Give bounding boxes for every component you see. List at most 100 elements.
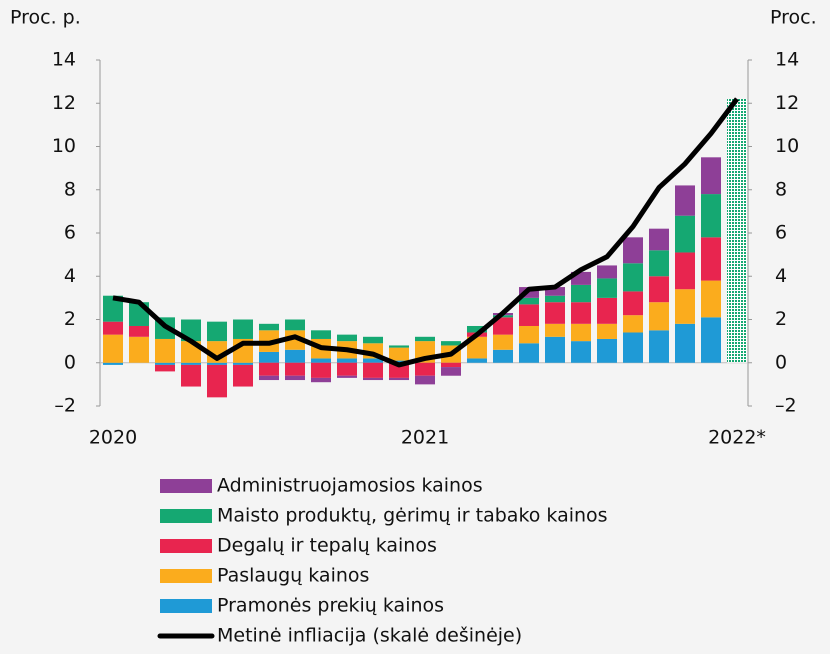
bar-segment — [337, 363, 357, 376]
y-tick-label: 10 — [775, 135, 799, 157]
bar-segment — [649, 229, 669, 251]
legend-swatch — [160, 509, 212, 523]
bar-segment — [103, 335, 123, 363]
legend-label: Paslaugų kainos — [217, 565, 369, 587]
y-tick-label: 12 — [52, 92, 76, 114]
bar-segment — [675, 252, 695, 289]
bar-segment — [675, 289, 695, 324]
bar-segment — [649, 276, 669, 302]
bar-segment — [155, 363, 175, 365]
bar-segment — [129, 337, 149, 363]
bar-segment — [571, 302, 591, 324]
y-axis-label: Proc. p. — [10, 7, 81, 29]
bar-segment — [233, 365, 253, 387]
bar-segment — [701, 237, 721, 280]
bar-segment — [285, 350, 305, 363]
chart: Proc. p. Proc. –202468101214–20246810121… — [0, 0, 830, 654]
bar-segment — [649, 302, 669, 330]
bar-segment — [103, 363, 123, 365]
bar-segment — [363, 378, 383, 380]
bar-segment — [701, 281, 721, 318]
bar-segment — [675, 216, 695, 253]
y-tick-label: 14 — [775, 49, 799, 71]
bar-segment — [181, 363, 201, 365]
bar-segment — [441, 367, 461, 376]
x-tick-label: 2022* — [708, 427, 766, 449]
bar-segment — [597, 278, 617, 297]
bar-segment — [155, 339, 175, 363]
bar-segment — [623, 237, 643, 263]
x-tick-label: 2021 — [401, 427, 449, 449]
bar-segment — [259, 376, 279, 380]
bar-segment — [415, 376, 435, 385]
bar-segment — [337, 376, 357, 378]
bar-segment — [415, 337, 435, 341]
y-tick-label: 2 — [64, 308, 76, 330]
bar-segment — [311, 358, 331, 362]
y-tick-label: 10 — [52, 135, 76, 157]
bar-segment — [675, 185, 695, 215]
y-tick-label: 4 — [775, 265, 787, 287]
bar-segment — [311, 363, 331, 378]
y-tick-label: 6 — [775, 222, 787, 244]
bar-segment — [129, 326, 149, 337]
inflation-line — [113, 99, 737, 365]
bar-segment — [701, 317, 721, 362]
bar-segment — [519, 304, 539, 326]
bar-segment — [441, 363, 461, 367]
bar-segment — [571, 285, 591, 302]
legend-label: Degalų ir tepalų kainos — [217, 535, 437, 557]
bar-segment — [103, 322, 123, 335]
bar-segment — [545, 337, 565, 363]
bar-segment — [597, 324, 617, 339]
legend-label: Pramonės prekių kainos — [217, 595, 444, 617]
bar-segment — [675, 324, 695, 363]
bar-segment — [415, 363, 435, 376]
bar-segment — [337, 358, 357, 362]
legend-swatch — [160, 479, 212, 493]
y-tick-label: 0 — [775, 351, 787, 373]
bar-segment — [181, 365, 201, 387]
bar-segment — [545, 296, 565, 302]
bar-segment — [259, 352, 279, 363]
bar-segment — [467, 358, 487, 362]
y-tick-label: –2 — [775, 395, 797, 417]
bar-segment — [519, 326, 539, 343]
bar-segment — [259, 363, 279, 376]
forecast-bar — [727, 99, 747, 363]
legend-swatch — [160, 569, 212, 583]
y-tick-label: 8 — [64, 178, 76, 200]
bar-segment — [441, 341, 461, 345]
y-tick-label: 12 — [775, 92, 799, 114]
y-tick-label: 14 — [52, 49, 76, 71]
bar-segment — [285, 363, 305, 376]
bar-segment — [285, 376, 305, 380]
bar-segment — [311, 378, 331, 382]
bar-segment — [207, 322, 227, 341]
bar-segment — [571, 324, 591, 341]
bar-segment — [285, 320, 305, 331]
y-tick-label: 4 — [64, 265, 76, 287]
bar-segment — [649, 330, 669, 362]
bar-segment — [155, 365, 175, 371]
legend-label: Metinė infliacija (skalė dešinėje) — [217, 625, 522, 647]
bar-segment — [311, 330, 331, 339]
bar-segment — [363, 337, 383, 343]
bar-segment — [389, 378, 409, 380]
legend-label: Administruojamosios kainos — [217, 475, 483, 497]
bar-segment — [597, 298, 617, 324]
y-tick-label: 6 — [64, 222, 76, 244]
y2-axis-label: Proc. — [770, 7, 817, 29]
bar-segment — [207, 365, 227, 397]
y-tick-label: 2 — [775, 308, 787, 330]
bar-segment — [623, 291, 643, 315]
bar-segment — [389, 348, 409, 361]
bar-segment — [519, 343, 539, 362]
bar-segment — [701, 157, 721, 194]
bar-segment — [623, 332, 643, 362]
legend-swatch — [160, 599, 212, 613]
legend-label: Maisto produktų, gėrimų ir tabako kainos — [217, 505, 608, 527]
bar-segment — [207, 363, 227, 365]
legend-swatch — [160, 539, 212, 553]
bar-segment — [649, 250, 669, 276]
